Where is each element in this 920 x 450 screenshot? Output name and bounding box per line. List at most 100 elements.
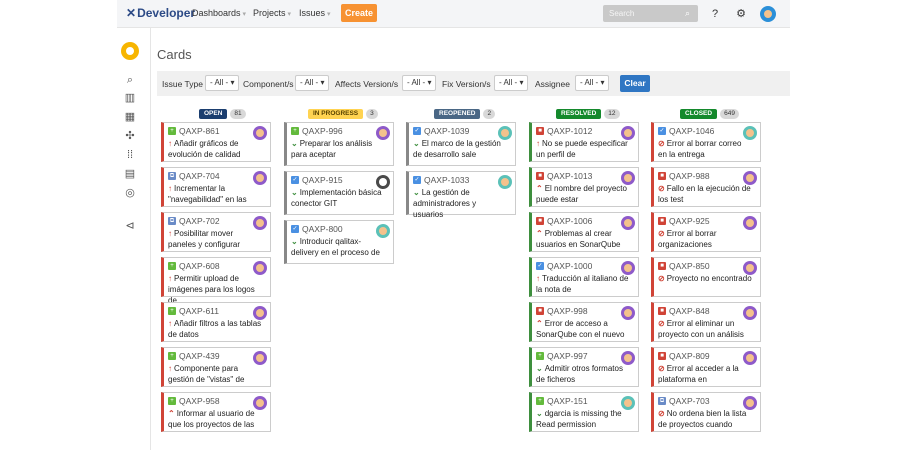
issue-key[interactable]: QAXP-997	[547, 351, 588, 361]
issue-key[interactable]: QAXP-996	[302, 126, 343, 136]
issue-card[interactable]: ■ QAXP-1012 ↑ No se puede especificar un pe…	[529, 122, 639, 162]
assignee-avatar[interactable]	[743, 171, 757, 185]
nav-issues[interactable]: Issues ▾	[299, 8, 331, 18]
issue-card[interactable]: ■ QAXP-988 ⊘ Fallo en la ejecución de los t…	[651, 167, 761, 207]
issue-type-select[interactable]: - All - ▾	[205, 75, 240, 91]
issue-card[interactable]: ✓ QAXP-1039 ⌄ El marco de la gestión de des…	[406, 122, 516, 166]
issue-key[interactable]: QAXP-861	[179, 126, 220, 136]
issue-key[interactable]: QAXP-1012	[547, 126, 593, 136]
apps-grid-icon[interactable]: ⁞⁞	[126, 149, 134, 161]
issue-key[interactable]: QAXP-703	[669, 396, 710, 406]
issue-card[interactable]: ⧉ QAXP-703 ⊘ No ordena bien la lista de pro…	[651, 392, 761, 432]
issue-key[interactable]: QAXP-1013	[547, 171, 593, 181]
assignee-avatar[interactable]	[621, 351, 635, 365]
assignee-avatar[interactable]	[498, 126, 512, 140]
issue-card[interactable]: + QAXP-439 ↑ Componente para gestión de "vi…	[161, 347, 271, 387]
nav-projects[interactable]: Projects ▾	[253, 8, 291, 18]
issue-key[interactable]: QAXP-704	[179, 171, 220, 181]
assignee-avatar[interactable]	[743, 351, 757, 365]
issue-card[interactable]: + QAXP-611 ↑ Añadir filtros a las tablas de…	[161, 302, 271, 342]
assignee-avatar[interactable]	[621, 126, 635, 140]
create-button[interactable]: Create	[341, 4, 377, 22]
issue-key[interactable]: QAXP-1000	[547, 261, 593, 271]
megaphone-icon[interactable]: ⊲	[125, 220, 135, 232]
issue-key[interactable]: QAXP-809	[669, 351, 710, 361]
issue-card[interactable]: ■ QAXP-848 ⊘ Error al eliminar un proyecto …	[651, 302, 761, 342]
assignee-avatar[interactable]	[253, 126, 267, 140]
issue-card[interactable]: ■ QAXP-925 ⊘ Error al borrar organizaciones	[651, 212, 761, 252]
search-issues-icon[interactable]: ⌕	[126, 74, 134, 86]
issue-card[interactable]: ✓ QAXP-1000 ↑ Traducción al italiano de la …	[529, 257, 639, 297]
components-select[interactable]: - All - ▾	[295, 75, 330, 91]
assignee-avatar[interactable]	[743, 396, 757, 410]
issue-key[interactable]: QAXP-915	[302, 175, 343, 185]
board-icon[interactable]: ▥	[124, 92, 136, 104]
issue-card[interactable]: + QAXP-996 ⌄ Preparar los análisis para ace…	[284, 122, 394, 166]
issue-card[interactable]: + QAXP-997 ⌄ Admitir otros formatos de fich…	[529, 347, 639, 387]
affects-version-select[interactable]: - All - ▾	[402, 75, 437, 91]
issue-card[interactable]: ✓ QAXP-800 ⌄ Introducir qalitax-delivery en…	[284, 220, 394, 264]
project-avatar[interactable]	[121, 42, 139, 60]
issue-card[interactable]: + QAXP-861 ↑ Añadir gráficos de evolución d…	[161, 122, 271, 162]
issue-card[interactable]: ⧉ QAXP-704 ↑ Incrementar la "navegabilidad"…	[161, 167, 271, 207]
issue-key[interactable]: QAXP-800	[302, 224, 343, 234]
settings-circle-icon[interactable]: ◎	[125, 187, 135, 199]
app-logo[interactable]: ✕Developer	[126, 6, 195, 20]
issue-card[interactable]: + QAXP-151 ⌄ dgarcia is missing the Read pe…	[529, 392, 639, 432]
issue-key[interactable]: QAXP-848	[669, 306, 710, 316]
issue-card[interactable]: ■ QAXP-998 ⌃ Error de acceso a SonarQube co…	[529, 302, 639, 342]
issue-key[interactable]: QAXP-611	[179, 306, 220, 316]
help-icon[interactable]: ?	[711, 8, 719, 20]
issue-key[interactable]: QAXP-1046	[669, 126, 715, 136]
issue-key[interactable]: QAXP-608	[179, 261, 220, 271]
calendar-icon[interactable]: ▦	[124, 111, 136, 123]
assignee-avatar[interactable]	[376, 175, 390, 189]
assignee-avatar[interactable]	[253, 396, 267, 410]
issue-card[interactable]: + QAXP-608 ↑ Permitir upload de imágenes pa…	[161, 257, 271, 305]
assignee-avatar[interactable]	[743, 216, 757, 230]
assignee-avatar[interactable]	[743, 306, 757, 320]
issue-card[interactable]: ✓ QAXP-1033 ⌄ La gestión de administradores…	[406, 171, 516, 219]
assignee-avatar[interactable]	[621, 396, 635, 410]
issue-key[interactable]: QAXP-925	[669, 216, 710, 226]
assignee-avatar[interactable]	[376, 224, 390, 238]
component-icon[interactable]: ✣	[125, 130, 135, 142]
issue-key[interactable]: QAXP-988	[669, 171, 710, 181]
issue-card[interactable]: ✓ QAXP-915 ⌄ Implementación básica conector…	[284, 171, 394, 215]
issue-key[interactable]: QAXP-998	[547, 306, 588, 316]
issue-key[interactable]: QAXP-1039	[424, 126, 470, 136]
assignee-avatar[interactable]	[253, 306, 267, 320]
issue-key[interactable]: QAXP-958	[179, 396, 220, 406]
issue-key[interactable]: QAXP-1006	[547, 216, 593, 226]
assignee-avatar[interactable]	[253, 171, 267, 185]
issue-card[interactable]: ■ QAXP-1006 ⌃ Problemas al crear usuarios e…	[529, 212, 639, 252]
assignee-avatar[interactable]	[743, 261, 757, 275]
assignee-avatar[interactable]	[253, 216, 267, 230]
issue-key[interactable]: QAXP-151	[547, 396, 588, 406]
report-icon[interactable]: ▤	[124, 168, 136, 180]
assignee-avatar[interactable]	[621, 306, 635, 320]
issue-card[interactable]: ■ QAXP-1013 ⌃ El nombre del proyecto puede …	[529, 167, 639, 207]
assignee-avatar[interactable]	[376, 126, 390, 140]
issue-card[interactable]: ■ QAXP-809 ⊘ Error al acceder a la platafor…	[651, 347, 761, 387]
assignee-avatar[interactable]	[621, 261, 635, 275]
assignee-avatar[interactable]	[621, 171, 635, 185]
gear-icon[interactable]: ⚙	[736, 8, 746, 20]
assignee-avatar[interactable]	[621, 216, 635, 230]
clear-button[interactable]: Clear	[620, 75, 650, 92]
assignee-avatar[interactable]	[253, 261, 267, 275]
issue-key[interactable]: QAXP-850	[669, 261, 710, 271]
issue-key[interactable]: QAXP-439	[179, 351, 220, 361]
user-avatar[interactable]	[760, 6, 776, 22]
issue-key[interactable]: QAXP-1033	[424, 175, 470, 185]
assignee-select[interactable]: - All - ▾	[575, 75, 610, 91]
assignee-avatar[interactable]	[743, 126, 757, 140]
issue-card[interactable]: ■ QAXP-850 ⊘ Proyecto no encontrado	[651, 257, 761, 297]
issue-card[interactable]: ✓ QAXP-1046 ⊘ Error al borrar correo en la …	[651, 122, 761, 162]
issue-key[interactable]: QAXP-702	[179, 216, 220, 226]
issue-card[interactable]: ⧉ QAXP-702 ↑ Posibilitar mover paneles y co…	[161, 212, 271, 252]
search-input[interactable]: Search ⌕	[603, 5, 698, 22]
fix-version-select[interactable]: - All - ▾	[494, 75, 529, 91]
issue-card[interactable]: + QAXP-958 ⌃ Informar al usuario de que los…	[161, 392, 271, 432]
assignee-avatar[interactable]	[498, 175, 512, 189]
